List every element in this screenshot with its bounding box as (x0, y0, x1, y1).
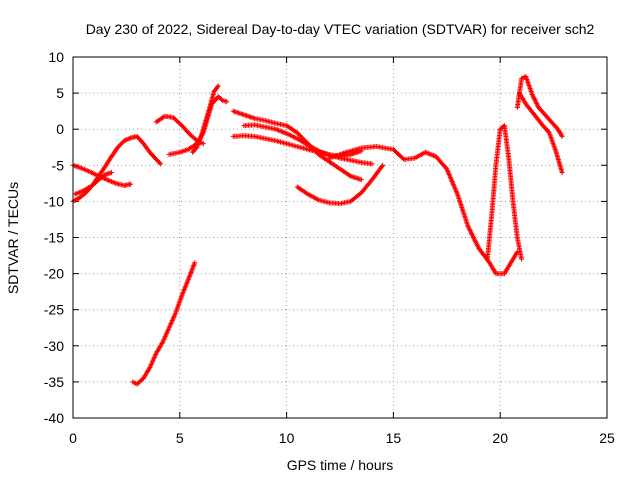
data-point (400, 156, 406, 162)
data-point (157, 160, 163, 166)
data-point (358, 177, 364, 183)
series-arc13 (484, 123, 525, 262)
x-tick-label: 5 (176, 430, 184, 446)
series-arc12 (326, 144, 520, 277)
y-tick-label: -35 (44, 374, 64, 390)
y-tick-label: -5 (52, 157, 65, 173)
data-point (128, 181, 134, 187)
x-tick-label: 20 (492, 430, 508, 446)
y-tick-label: -20 (44, 266, 64, 282)
data-point (380, 162, 386, 168)
data-point (192, 260, 198, 266)
series-arc4 (130, 260, 198, 387)
x-axis-label: GPS time / hours (287, 457, 394, 473)
y-tick-label: 0 (56, 121, 64, 137)
data-point (559, 170, 565, 176)
x-tick-label: 25 (599, 430, 615, 446)
data-point (443, 165, 449, 171)
data-point (158, 161, 164, 167)
series-arc15 (516, 90, 565, 176)
data-series (70, 73, 565, 387)
y-tick-label: -25 (44, 302, 64, 318)
chart-title: Day 230 of 2022, Sidereal Day-to-day VTE… (86, 21, 595, 37)
y-tick-label: 10 (48, 49, 64, 65)
y-tick-label: 5 (56, 85, 64, 101)
data-point (545, 129, 551, 135)
y-tick-label: -10 (44, 193, 64, 209)
data-point (108, 170, 114, 176)
data-point (200, 141, 206, 147)
y-tick-label: -15 (44, 230, 64, 246)
y-axis-label: SDTVAR / TECUs (5, 182, 21, 294)
x-tick-label: 0 (69, 430, 77, 446)
y-tick-label: -30 (44, 338, 64, 354)
series-arc5 (153, 113, 206, 147)
series-arc3 (72, 170, 114, 197)
data-point (369, 161, 375, 167)
data-point (559, 133, 565, 139)
series-arc2 (70, 162, 134, 189)
x-tick-label: 10 (279, 430, 295, 446)
x-tick-labels: 0 5 10 15 20 25 (69, 430, 615, 446)
series-arc11 (294, 162, 386, 207)
data-point (215, 83, 221, 89)
data-point (519, 256, 525, 262)
plot-frame (72, 56, 608, 419)
x-tick-label: 15 (386, 430, 402, 446)
y-tick-label: -40 (44, 410, 64, 426)
series-arc14 (514, 73, 565, 139)
y-tick-labels: -40 -35 -30 -25 -20 -15 -10 -5 0 5 10 (44, 49, 64, 426)
data-point (214, 84, 220, 90)
grid (73, 57, 607, 418)
series-arc7 (190, 83, 221, 155)
data-point (224, 99, 230, 105)
